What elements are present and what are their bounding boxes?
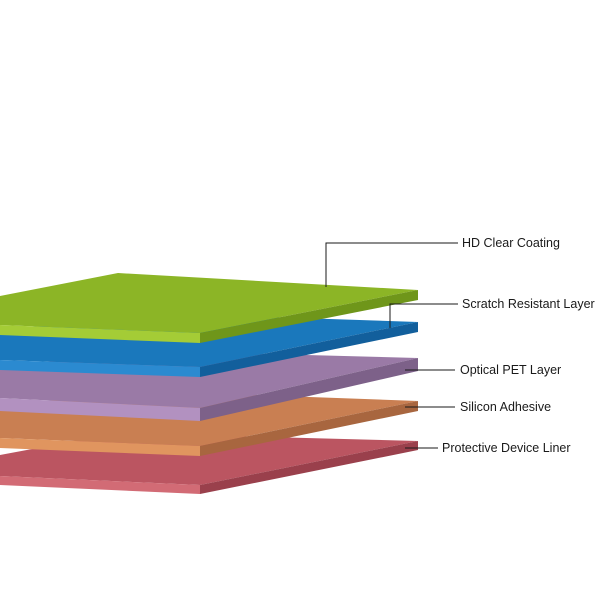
scratch-front-face — [0, 360, 200, 377]
leader-scratch-resistant — [389, 303, 458, 328]
leader-hd-clear-coating — [325, 242, 458, 287]
coating-side-face — [200, 290, 418, 343]
adhesive-front-face — [0, 438, 200, 456]
label-hd-clear-coating: HD Clear Coating — [462, 236, 560, 250]
adhesive-side-face — [200, 401, 418, 456]
label-silicon-adhesive: Silicon Adhesive — [460, 400, 551, 414]
label-optical-pet-layer: Optical PET Layer — [460, 363, 561, 377]
coating-top-face — [0, 273, 418, 333]
layer-hd-clear-coating — [0, 273, 418, 343]
label-protective-device-liner: Protective Device Liner — [442, 441, 571, 455]
scratch-side-face — [200, 322, 418, 377]
coating-front-face — [0, 325, 200, 343]
liner-side-face — [200, 441, 418, 494]
pet-front-face — [0, 398, 200, 421]
liner-front-face — [0, 476, 200, 494]
pet-side-face — [200, 358, 418, 421]
label-scratch-resistant-layer: Scratch Resistant Layer — [462, 297, 595, 311]
